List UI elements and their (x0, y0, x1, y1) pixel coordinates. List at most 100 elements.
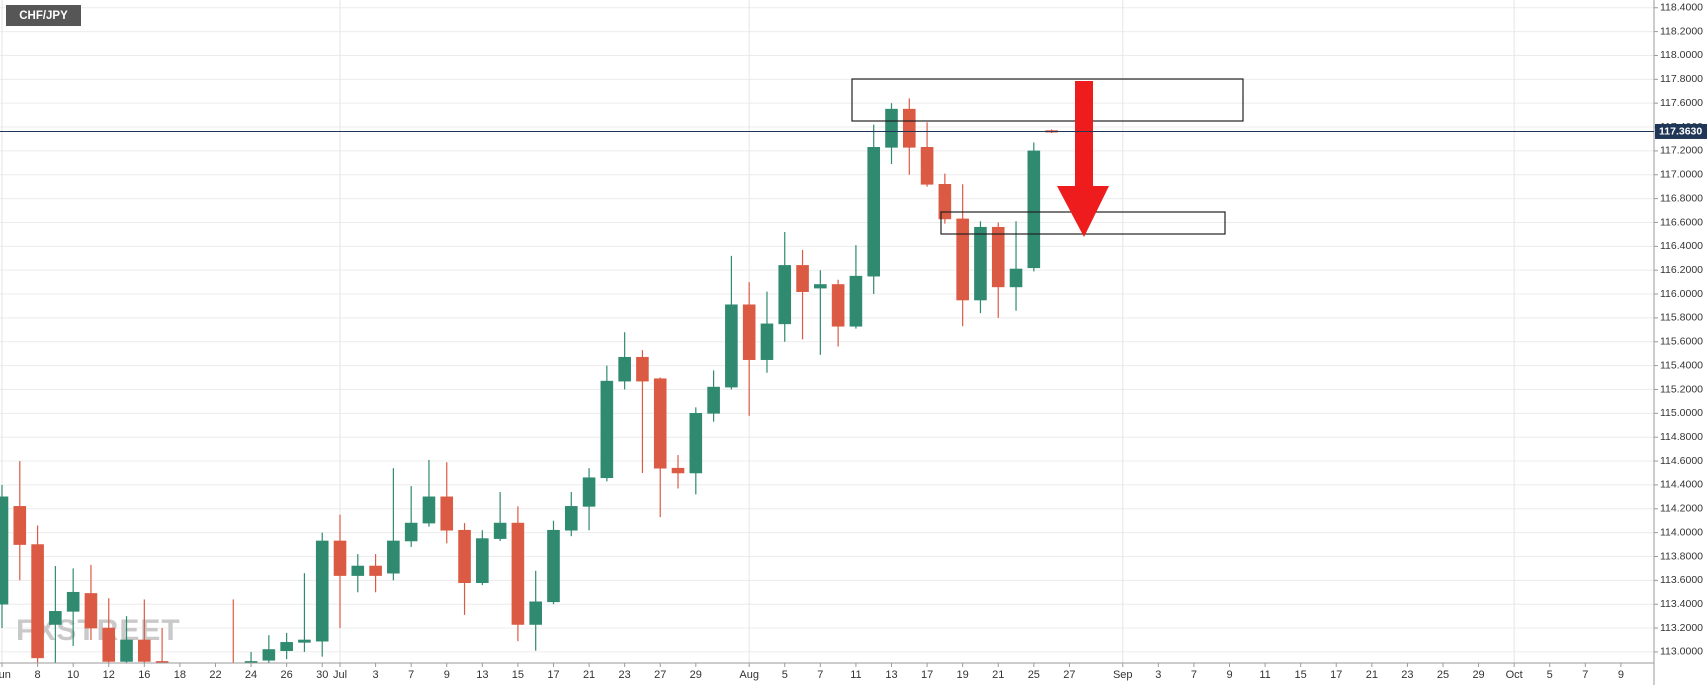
x-tick-label: 11 (850, 669, 861, 681)
x-tick-label: 18 (174, 669, 186, 681)
candle-body (333, 540, 347, 576)
y-tick-label: 113.6000 (1660, 574, 1703, 586)
x-tick-label: 9 (1618, 669, 1624, 681)
candle-body (493, 522, 507, 539)
symbol-badge (6, 5, 81, 26)
candle-body (938, 183, 952, 220)
x-tick-label: 9 (1226, 669, 1232, 681)
candle-body (102, 627, 116, 662)
y-tick-label: 115.2000 (1660, 383, 1703, 395)
candle-body (956, 218, 969, 301)
y-tick-label: 117.0000 (1660, 169, 1703, 181)
x-tick-label: 17 (921, 669, 933, 681)
last-price-badge (1655, 123, 1707, 139)
x-tick-label: 9 (444, 669, 450, 681)
x-tick-label: 21 (583, 669, 595, 681)
y-tick-label: 117.6000 (1660, 97, 1703, 109)
y-tick-label: 116.6000 (1660, 216, 1703, 228)
x-tick-label: 24 (245, 669, 257, 681)
x-tick-label: 13 (476, 669, 488, 681)
candle-body (369, 565, 382, 576)
y-tick-label: 116.4000 (1660, 240, 1703, 252)
y-tick-label: 115.0000 (1660, 407, 1703, 419)
candle-body (49, 611, 62, 625)
y-axis: 113.0000 113.2000 113.4000 113.6000 113.8000… (1654, 2, 1703, 658)
candles (0, 98, 1058, 666)
grid (0, 0, 1654, 663)
x-tick-label: 10 (67, 669, 79, 681)
x-tick-label: Jul (333, 669, 347, 681)
y-tick-label: 113.8000 (1660, 550, 1703, 562)
x-tick-label: 7 (408, 669, 414, 681)
down-arrow (1057, 81, 1109, 237)
candle-body (262, 649, 276, 661)
candle-body (138, 639, 151, 662)
candle-body (66, 591, 80, 612)
candle-body (120, 639, 133, 662)
candle-body (31, 544, 44, 659)
x-tick-label: 23 (1401, 669, 1413, 681)
candle-body (849, 275, 863, 327)
x-tick-label: 5 (782, 669, 788, 681)
candle-body (902, 108, 916, 148)
x-tick-label: 27 (1063, 669, 1075, 681)
x-tick-label: 29 (1472, 669, 1484, 681)
candle-body (227, 664, 239, 666)
y-tick-label: 114.2000 (1660, 503, 1703, 515)
y-tick-label: 113.0000 (1660, 646, 1703, 658)
candle-body (529, 601, 543, 625)
candle-body (920, 147, 934, 185)
y-tick-label: 115.8000 (1660, 312, 1703, 324)
candle-body (1027, 150, 1041, 269)
x-tick-label: 13 (885, 669, 897, 681)
candle-body (689, 413, 703, 474)
y-tick-label: 117.2000 (1660, 145, 1703, 157)
candle-body (404, 522, 418, 542)
x-tick-label: 29 (690, 669, 702, 681)
candle-body (280, 642, 293, 652)
y-tick-label: 116.2000 (1660, 264, 1703, 276)
x-axis: Jun 8 10 12 16 18 22 24 26 30 Jul 3 7 9 13 15 17 21 23 27 29… (0, 663, 1624, 681)
y-tick-label: 118.2000 (1660, 25, 1703, 37)
candle-body (742, 304, 756, 360)
candle-body (13, 506, 27, 545)
candle-body (0, 496, 9, 605)
resistance-box (851, 78, 1244, 122)
candle-body (422, 496, 436, 524)
candle-body (653, 378, 667, 469)
x-tick-label: 22 (209, 669, 221, 681)
x-tick-label: 25 (1437, 669, 1449, 681)
candle-body (831, 284, 845, 327)
candle-body (991, 226, 1005, 288)
x-tick-label: 7 (1582, 669, 1588, 681)
x-tick-label: 17 (1330, 669, 1342, 681)
candle-body (885, 108, 898, 148)
candle-body (707, 386, 720, 414)
x-tick-label: 16 (138, 669, 150, 681)
candle-body (796, 265, 809, 292)
y-tick-label: 114.6000 (1660, 455, 1703, 467)
x-tick-label: 30 (316, 669, 328, 681)
x-tick-label: Oct (1506, 669, 1523, 681)
x-tick-label: 17 (547, 669, 559, 681)
x-tick-label: Sep (1113, 669, 1133, 681)
candle-body (636, 356, 649, 382)
x-tick-label: 7 (817, 669, 823, 681)
x-tick-label: 21 (992, 669, 1004, 681)
y-tick-label: 118.0000 (1660, 49, 1703, 61)
x-tick-label: 21 (1366, 669, 1378, 681)
candle-body (547, 529, 560, 603)
y-tick-label: 113.4000 (1660, 598, 1703, 610)
candle-body (725, 304, 738, 388)
candle-body (600, 380, 614, 479)
x-tick-label: 25 (1028, 669, 1040, 681)
x-tick-label: 11 (1259, 669, 1270, 681)
candle-body (974, 226, 987, 301)
y-tick-label: 114.4000 (1660, 479, 1703, 491)
x-tick-label: 3 (373, 669, 379, 681)
candle-body (1009, 268, 1023, 288)
candle-body (564, 506, 578, 531)
x-tick-label: Aug (739, 669, 759, 681)
x-tick-label: 3 (1155, 669, 1161, 681)
y-tick-label: 116.0000 (1660, 288, 1703, 300)
